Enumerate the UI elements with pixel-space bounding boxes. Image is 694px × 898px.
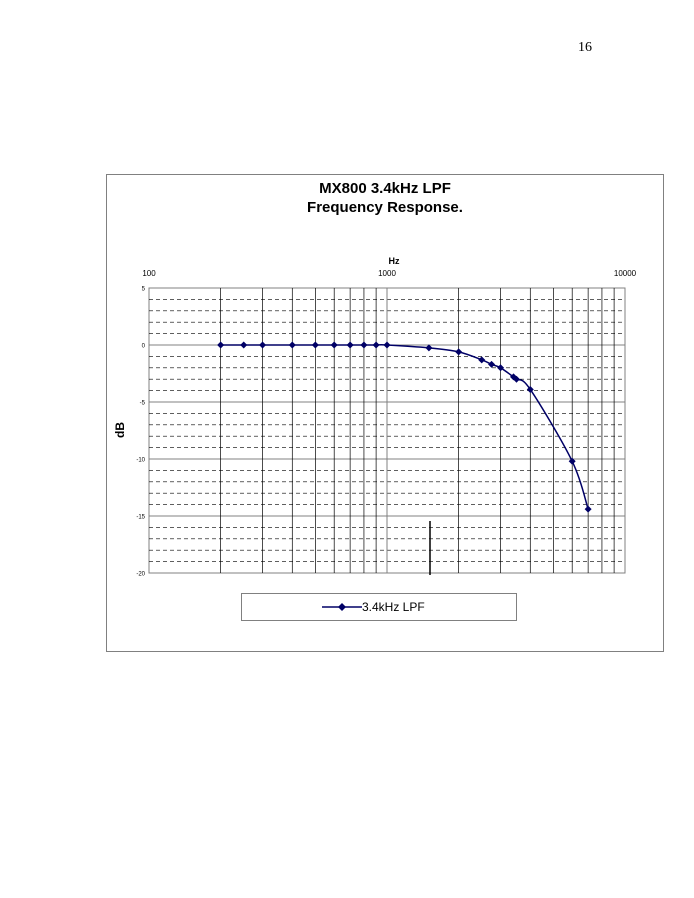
page-number: 16	[578, 40, 592, 55]
data-point	[488, 360, 496, 368]
data-point	[360, 341, 368, 349]
legend: 3.4kHz LPF	[241, 593, 517, 621]
data-point	[240, 341, 248, 349]
data-point	[288, 341, 296, 349]
series-layer	[217, 341, 592, 513]
y-axis-label: dB	[113, 422, 127, 438]
x-tick-label: 1000	[378, 269, 396, 278]
data-point	[526, 385, 534, 393]
data-point	[455, 348, 463, 356]
data-point	[478, 356, 486, 364]
data-point	[584, 505, 592, 513]
data-point	[512, 375, 520, 383]
legend-swatch-marker	[338, 603, 346, 611]
chart-plot: 100 1000 10000 5 0 -5 -10 -15 -20 Hz dB	[113, 256, 637, 578]
y-tick-label: -5	[140, 401, 146, 407]
chart-title-block: MX800 3.4kHz LPF Frequency Response.	[107, 179, 663, 217]
data-point	[425, 344, 433, 352]
chart-title: MX800 3.4kHz LPF	[319, 180, 451, 197]
y-tick-label: 0	[142, 344, 146, 350]
y-tick-label: -10	[136, 458, 145, 464]
data-point	[217, 341, 225, 349]
y-tick-label: 5	[142, 287, 146, 293]
grid-layer	[149, 287, 625, 574]
data-point	[311, 341, 319, 349]
y-tick-label: -20	[136, 572, 145, 578]
chart-frame: MX800 3.4kHz LPF Frequency Response. 100…	[106, 174, 664, 652]
data-point	[330, 341, 338, 349]
data-point	[383, 341, 391, 349]
legend-label: 3.4kHz LPF	[362, 600, 425, 614]
x-tick-label: 100	[142, 269, 156, 278]
x-tick-label: 10000	[614, 269, 637, 278]
data-point	[259, 341, 267, 349]
axis-ticks-layer: 100 1000 10000 5 0 -5 -10 -15 -20	[136, 269, 636, 578]
y-tick-label: -15	[136, 515, 145, 521]
data-point	[568, 457, 576, 465]
legend-swatch	[322, 603, 362, 611]
chart-subtitle: Frequency Response.	[307, 199, 463, 216]
data-point	[372, 341, 380, 349]
data-point	[497, 364, 505, 372]
data-point	[346, 341, 354, 349]
x-axis-label: Hz	[389, 256, 400, 266]
